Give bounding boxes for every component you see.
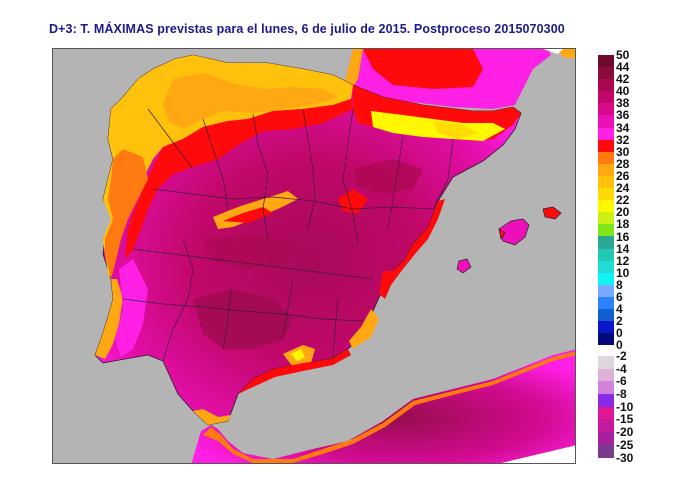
legend-swatch [598, 296, 614, 309]
legend-label: 12 [616, 254, 630, 268]
legend-label: 20 [616, 205, 630, 219]
iberian-peninsula [94, 54, 522, 426]
legend-swatch [598, 406, 614, 420]
legend-swatch [598, 236, 614, 249]
legend-label: 6 [616, 290, 623, 304]
legend-swatch [598, 55, 614, 68]
legend-swatch [598, 188, 614, 201]
legend-swatch [598, 432, 614, 445]
legend-swatch [598, 356, 614, 369]
legend-swatch [598, 333, 614, 346]
legend-label: 44 [616, 60, 630, 74]
legend-label: -6 [616, 374, 627, 388]
legend-label: -25 [616, 438, 634, 452]
legend-swatch [598, 284, 614, 297]
legend-label: -30 [616, 451, 634, 465]
legend-swatch [598, 163, 614, 176]
legend-label: 22 [616, 193, 630, 207]
legend-negative-bar [598, 356, 614, 458]
legend-swatch [598, 127, 614, 140]
legend-swatch [598, 381, 614, 395]
legend-swatch [598, 224, 614, 237]
legend-swatch [598, 321, 614, 334]
legend-swatch [598, 212, 614, 225]
legend-label: 8 [616, 278, 623, 292]
legend-label: 40 [616, 84, 630, 98]
legend-label: -15 [616, 412, 634, 426]
legend-swatch [598, 151, 614, 164]
legend-swatch [598, 419, 614, 433]
province-borders [122, 108, 454, 362]
legend-swatch [598, 103, 614, 116]
legend-label: 38 [616, 96, 630, 110]
legend-label: 14 [616, 242, 630, 256]
legend-swatch [598, 175, 614, 189]
legend-swatch [598, 444, 614, 458]
legend-swatch [598, 79, 614, 92]
map-title: D+3: T. MÁXIMAS previstas para el lunes,… [49, 22, 565, 36]
north-africa [191, 349, 575, 463]
legend-label: 18 [616, 217, 630, 231]
legend-label: 0 [616, 326, 623, 340]
legend-swatch [598, 308, 614, 322]
legend-label: -8 [616, 387, 627, 401]
legend-label: 2 [616, 314, 623, 328]
legend-label: 50 [616, 48, 630, 62]
legend-label: 10 [616, 266, 630, 280]
legend-label: 28 [616, 157, 630, 171]
legend-swatch [598, 200, 614, 213]
legend-swatch [598, 67, 614, 80]
legend-label: 30 [616, 145, 630, 159]
legend-swatch [598, 260, 614, 273]
legend-label: -10 [616, 400, 634, 414]
legend-swatch [598, 115, 614, 128]
legend-swatch [598, 248, 614, 261]
balearic-islands [456, 206, 562, 274]
legend-label: 34 [616, 121, 630, 135]
france-region [343, 49, 575, 109]
legend-label: 4 [616, 302, 623, 316]
map-canvas [94, 49, 575, 463]
legend-label: 16 [616, 230, 630, 244]
legend-swatch [598, 394, 614, 407]
legend-label: 32 [616, 133, 630, 147]
legend-label: -4 [616, 362, 627, 376]
legend-swatch [598, 368, 614, 382]
legend-label: 36 [616, 108, 630, 122]
legend-label: -2 [616, 349, 627, 363]
legend-swatch [598, 139, 614, 152]
legend-swatch [598, 91, 614, 104]
legend-swatch [598, 272, 614, 285]
legend-label: 24 [616, 181, 630, 195]
legend-label: 0 [616, 338, 623, 352]
legend-label: -20 [616, 425, 634, 439]
temperature-map [52, 48, 576, 464]
legend-positive-bar [598, 55, 614, 346]
legend-label: 26 [616, 169, 630, 183]
legend-label: 42 [616, 72, 630, 86]
